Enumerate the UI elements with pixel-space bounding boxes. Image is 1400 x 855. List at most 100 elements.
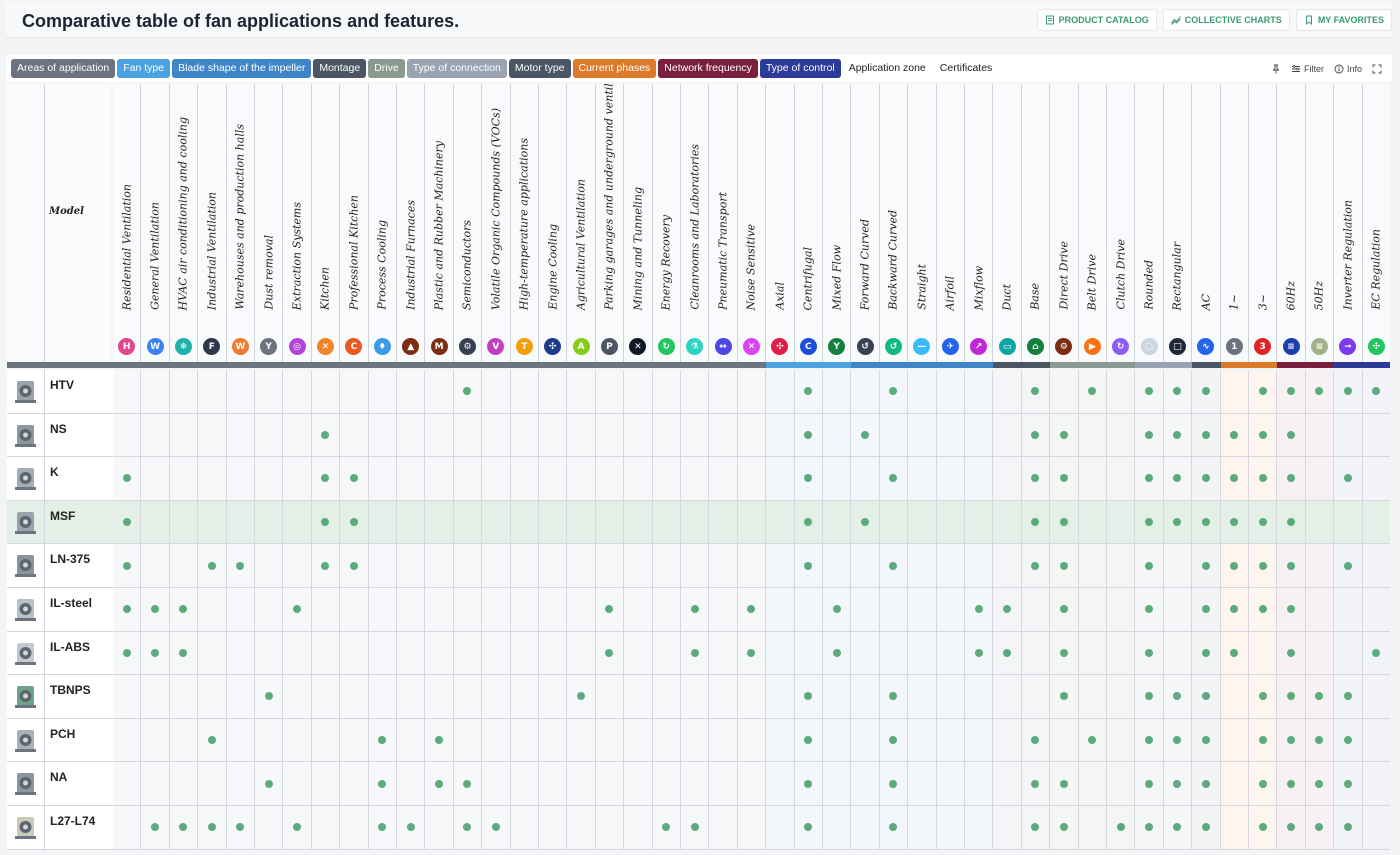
column-header-straight[interactable]: Straight —: [908, 84, 937, 362]
model-name[interactable]: TBNPS: [50, 683, 91, 698]
column-header-3[interactable]: 3~ 3: [1249, 84, 1278, 362]
column-header-airfoil[interactable]: Airfoil ✈: [936, 84, 965, 362]
column-header-ac[interactable]: AC ∿: [1192, 84, 1221, 362]
column-header-backward-curved[interactable]: Backward Curved ↺: [879, 84, 909, 362]
model-cell[interactable]: PCH: [7, 718, 113, 762]
filter-button[interactable]: Filter: [1291, 59, 1324, 78]
column-header-centrifugal[interactable]: Centrifugal C: [794, 84, 823, 362]
column-header-professional-kitchen[interactable]: Professional Kitchen C: [340, 84, 369, 362]
tab-drive[interactable]: Drive: [368, 59, 405, 78]
table-row[interactable]: IL-ABS: [7, 631, 1390, 676]
table-row[interactable]: NA: [7, 762, 1390, 806]
model-cell[interactable]: IL-ABS: [7, 631, 113, 675]
model-name[interactable]: L27-L74: [50, 814, 96, 828]
column-header-industrial-furnaces[interactable]: Industrial Furnaces ▲: [397, 84, 426, 362]
column-header-inverter-regulation[interactable]: Inverter Regulation ⊸: [1334, 84, 1363, 362]
tab-application-zone[interactable]: Application zone: [848, 62, 926, 74]
feature-cell: [1192, 544, 1221, 587]
tab-motor-type[interactable]: Motor type: [508, 59, 571, 78]
table-row[interactable]: IL-steel: [7, 588, 1390, 632]
column-header-rectangular[interactable]: Rectangular □: [1163, 84, 1193, 362]
model-cell[interactable]: NA: [7, 762, 113, 805]
table-row[interactable]: TBNPS: [7, 675, 1390, 719]
my-favorites-button[interactable]: MY FAVORITES: [1295, 9, 1392, 31]
tab-fan-type[interactable]: Fan type: [117, 59, 171, 78]
column-header-volatile-organic-compounds-vocs[interactable]: Volatile Organic Compounds (VOCs) V: [482, 84, 511, 362]
model-cell[interactable]: HTV: [7, 370, 113, 413]
table-row[interactable]: LN-375: [7, 544, 1390, 588]
table-row[interactable]: PCH: [7, 718, 1390, 763]
feature-dot: [832, 648, 841, 657]
column-header-energy-recovery[interactable]: Energy Recovery ↻: [652, 84, 681, 362]
column-header-pneumatic-transport[interactable]: Pneumatic Transport ↔: [709, 84, 738, 362]
tab-areas-of-application[interactable]: Areas of application: [11, 59, 116, 78]
column-header-industrial-ventilation[interactable]: Industrial Ventilation F: [198, 84, 227, 362]
column-header-general-ventilation[interactable]: General Ventilation W: [141, 84, 170, 362]
model-cell[interactable]: LN-375: [7, 544, 113, 587]
column-header-dust-removal[interactable]: Dust removal Y: [255, 84, 284, 362]
column-header-base[interactable]: Base ⌂: [1021, 84, 1051, 362]
column-header-mixflow[interactable]: Mixflow ↗: [965, 84, 994, 362]
collective-charts-button[interactable]: COLLECTIVE CHARTS: [1162, 9, 1290, 31]
table-row[interactable]: MSF: [7, 500, 1390, 545]
column-header-engine-cooling[interactable]: Engine Cooling ✣: [539, 84, 568, 362]
model-name[interactable]: LN-375: [50, 552, 91, 567]
model-name[interactable]: NS: [50, 421, 67, 436]
column-header-kitchen[interactable]: Kitchen ✕: [311, 84, 341, 362]
column-header-noise-sensitive[interactable]: Noise Sensitive ✕: [737, 84, 767, 362]
column-header-direct-drive[interactable]: Direct Drive ⚙: [1050, 84, 1079, 362]
model-cell[interactable]: NS: [7, 413, 113, 457]
column-header-belt-drive[interactable]: Belt Drive ▶: [1078, 84, 1107, 362]
model-name[interactable]: PCH: [50, 726, 76, 741]
column-header-mixed-flow[interactable]: Mixed Flow Y: [823, 84, 852, 362]
column-header-mining-and-tunneling[interactable]: Mining and Tunneling ✕: [624, 84, 653, 362]
table-row[interactable]: NS: [7, 413, 1390, 458]
model-name[interactable]: K: [50, 465, 59, 480]
tab-type-of-control[interactable]: Type of control: [759, 59, 841, 78]
table-row[interactable]: HTV: [7, 370, 1390, 414]
column-header-clutch-drive[interactable]: Clutch Drive ↻: [1107, 84, 1136, 362]
tab-network-frequency[interactable]: Network frequency: [658, 59, 758, 78]
column-header-axial[interactable]: Axial ✣: [766, 84, 795, 362]
column-header-cleanrooms-and-laboratories[interactable]: Cleanrooms and Laboratories ⚗: [681, 84, 710, 362]
column-header-forward-curved[interactable]: Forward Curved ↺: [851, 84, 880, 362]
model-name[interactable]: NA: [50, 770, 68, 785]
column-header-parking-garages-and-underground-ventilation[interactable]: Parking garages and underground ventilat…: [595, 84, 625, 362]
table-row[interactable]: L27-L74: [7, 806, 1390, 850]
column-header-60hz[interactable]: 60Hz ≡: [1277, 84, 1306, 362]
pin-button[interactable]: [1271, 59, 1281, 78]
column-header-hvac-air-conditioning-and-cooling[interactable]: HVAC air conditioning and cooling ❄: [169, 84, 199, 362]
feature-cell: [567, 500, 596, 544]
info-button[interactable]: Info: [1334, 59, 1362, 78]
column-header-duct[interactable]: Duct ▭: [993, 84, 1022, 362]
tab-current-phases[interactable]: Current phases: [572, 59, 657, 78]
column-header-rounded[interactable]: Rounded ○: [1135, 84, 1164, 362]
model-cell[interactable]: K: [7, 457, 113, 500]
tab-blade-shape-of-the-impeller[interactable]: Blade shape of the impeller: [172, 59, 312, 78]
column-header-residential-ventilation[interactable]: Residential Ventilation H: [113, 84, 142, 362]
model-name[interactable]: IL-ABS: [50, 639, 90, 654]
product-catalog-button[interactable]: PRODUCT CATALOG: [1036, 9, 1157, 31]
column-header-extraction-systems[interactable]: Extraction Systems ◎: [283, 84, 312, 362]
model-name[interactable]: MSF: [50, 508, 76, 523]
model-cell[interactable]: TBNPS: [7, 675, 113, 718]
column-header-high-temperature-applications[interactable]: High-temperature applications T: [510, 84, 539, 362]
tab-certificates[interactable]: Certificates: [939, 62, 993, 74]
column-header-1[interactable]: 1~ 1: [1220, 84, 1249, 362]
column-header-ec-regulation[interactable]: EC Regulation ✣: [1362, 84, 1390, 362]
tab-montage[interactable]: Montage: [313, 59, 367, 78]
model-cell[interactable]: L27-L74: [7, 806, 113, 849]
column-header-process-cooling[interactable]: Process Cooling ♦: [368, 84, 397, 362]
model-name[interactable]: IL-steel: [50, 596, 93, 610]
model-name[interactable]: HTV: [50, 378, 74, 392]
column-header-agricultural-ventilation[interactable]: Agricultural Ventilation A: [567, 84, 596, 362]
column-header-50hz[interactable]: 50Hz ≡: [1305, 84, 1335, 362]
table-row[interactable]: K: [7, 457, 1390, 501]
column-header-plastic-and-rubber-machinery[interactable]: Plastic and Rubber Machinery M: [425, 84, 454, 362]
tab-type-of-connection[interactable]: Type of connection: [406, 59, 507, 78]
column-header-warehouses-and-production-halls[interactable]: Warehouses and production halls W: [226, 84, 255, 362]
model-cell[interactable]: MSF: [7, 500, 113, 544]
fullscreen-button[interactable]: [1372, 59, 1382, 78]
model-cell[interactable]: IL-steel: [7, 588, 113, 631]
column-header-semiconductors[interactable]: Semiconductors ⚙: [453, 84, 483, 362]
